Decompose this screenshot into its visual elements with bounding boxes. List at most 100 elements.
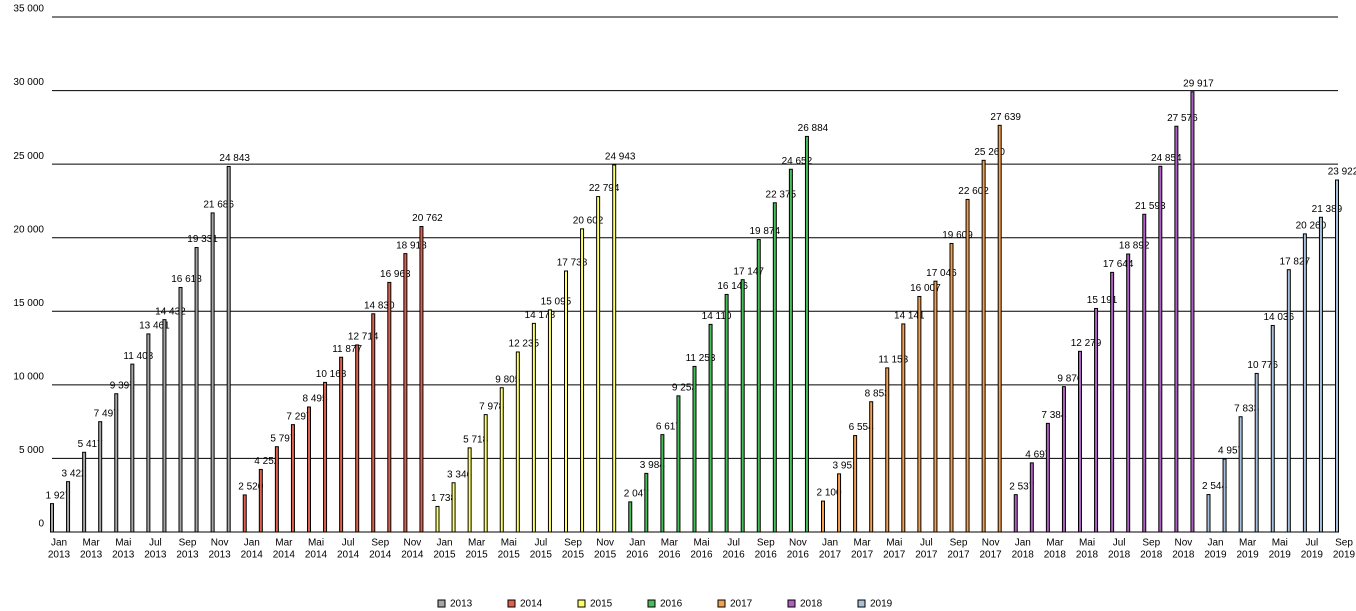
x-tick-label: 2014 xyxy=(369,550,392,561)
data-label: 7 978 xyxy=(479,401,504,412)
data-label: 3 346 xyxy=(447,469,472,480)
x-tick-label: 2018 xyxy=(1044,550,1067,561)
data-label: 24 652 xyxy=(782,156,813,167)
y-tick-label: 0 xyxy=(38,519,44,530)
data-label: 7 497 xyxy=(94,408,119,419)
bar xyxy=(756,239,761,533)
data-label: 6 617 xyxy=(656,421,681,432)
data-label: 10 776 xyxy=(1247,360,1278,371)
bar xyxy=(564,270,568,533)
x-tick-label: Nov xyxy=(211,538,229,549)
x-tick-label: Mar xyxy=(468,538,486,549)
bar xyxy=(1174,125,1179,533)
data-label: 2 520 xyxy=(238,482,263,493)
y-tick-label: 15 000 xyxy=(13,298,44,309)
data-label: 24 943 xyxy=(605,152,636,163)
x-tick-label: 2017 xyxy=(915,550,938,561)
x-tick-label: 2016 xyxy=(787,550,810,561)
bar xyxy=(451,482,456,533)
data-label: 22 794 xyxy=(589,183,620,194)
x-tick-label: Nov xyxy=(403,538,421,549)
bar xyxy=(515,351,520,533)
x-tick-label: 2015 xyxy=(466,550,489,561)
data-label: 19 874 xyxy=(749,226,780,237)
bar xyxy=(210,212,215,533)
data-label: 17 046 xyxy=(926,268,957,279)
bar xyxy=(290,424,295,533)
bar xyxy=(724,293,729,533)
bar xyxy=(50,503,54,533)
data-label: 29 917 xyxy=(1183,78,1214,89)
x-tick-label: 2016 xyxy=(690,550,713,561)
bar xyxy=(660,434,665,533)
data-label: 1 927 xyxy=(45,490,70,501)
legend-label: 2014 xyxy=(520,599,543,610)
data-label: 14 830 xyxy=(364,300,395,311)
x-tick-label: 2017 xyxy=(883,550,906,561)
data-label: 2 100 xyxy=(816,488,841,499)
data-label: 6 554 xyxy=(849,422,874,433)
data-label: 9 253 xyxy=(672,382,697,393)
x-tick-label: 2019 xyxy=(1237,550,1260,561)
bar xyxy=(114,393,119,533)
bar xyxy=(1222,458,1227,533)
data-label: 17 738 xyxy=(557,258,588,269)
data-label: 16 618 xyxy=(171,274,202,285)
x-tick-label: 2016 xyxy=(626,550,649,561)
x-tick-label: Jul xyxy=(1113,538,1126,549)
x-tick-label: Mai xyxy=(693,538,709,549)
bar xyxy=(949,242,954,533)
data-label: 14 432 xyxy=(155,306,186,317)
bar xyxy=(371,313,376,533)
x-tick-label: 2018 xyxy=(1076,550,1099,561)
data-label: 16 146 xyxy=(717,281,748,292)
data-label: 16 007 xyxy=(910,283,941,294)
bar xyxy=(644,472,649,533)
bar xyxy=(162,319,167,533)
bar xyxy=(483,414,488,533)
x-tick-label: 2018 xyxy=(1172,550,1195,561)
x-tick-label: Jan xyxy=(51,538,67,549)
bar xyxy=(740,279,745,533)
bar xyxy=(146,333,151,533)
legend-swatch xyxy=(647,599,656,608)
bar xyxy=(258,468,263,533)
x-tick-label: Mar xyxy=(854,538,872,549)
bar xyxy=(1142,213,1147,533)
bar xyxy=(628,501,633,533)
bar xyxy=(933,280,938,533)
bar xyxy=(419,226,424,533)
data-label: 24 854 xyxy=(1151,153,1182,164)
x-tick-label: Mai xyxy=(308,538,324,549)
x-tick-label: 2014 xyxy=(337,550,360,561)
bar xyxy=(178,286,183,533)
bar xyxy=(1158,165,1163,533)
legend-label: 2017 xyxy=(730,599,753,610)
bar xyxy=(612,164,617,533)
x-tick-label: Jan xyxy=(629,538,645,549)
bar xyxy=(837,473,842,533)
bar xyxy=(435,505,440,533)
bar xyxy=(676,395,681,533)
legend-swatch xyxy=(717,599,726,608)
bar xyxy=(339,356,344,533)
data-label: 11 153 xyxy=(878,355,908,366)
legend-label: 2013 xyxy=(450,599,473,610)
data-label: 8 495 xyxy=(302,394,327,405)
x-tick-label: 2019 xyxy=(1333,550,1356,561)
bar xyxy=(869,401,874,533)
bar xyxy=(194,247,199,533)
bar xyxy=(130,363,135,533)
data-label: 5 797 xyxy=(270,433,295,444)
x-tick-label: 2014 xyxy=(273,550,296,561)
data-label: 17 147 xyxy=(733,266,764,277)
x-tick-label: 2017 xyxy=(851,550,874,561)
bar xyxy=(1206,494,1211,533)
data-label: 12 714 xyxy=(348,332,379,343)
bar xyxy=(1126,253,1131,533)
x-tick-label: Jan xyxy=(822,538,838,549)
bar xyxy=(242,494,247,533)
legend-swatch xyxy=(787,599,796,608)
bar xyxy=(1286,269,1291,533)
